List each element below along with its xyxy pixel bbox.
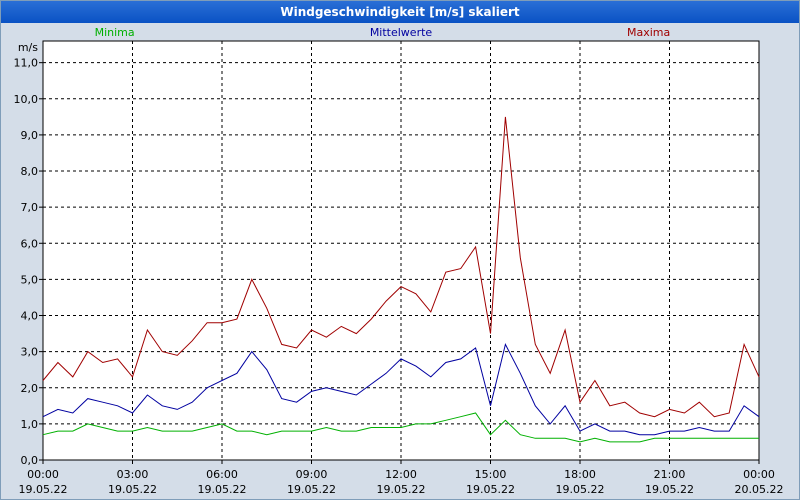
x-tick-date-label: 19.05.22 (19, 483, 68, 496)
x-tick-date-label: 19.05.22 (645, 483, 694, 496)
x-tick-date-label: 19.05.22 (556, 483, 605, 496)
y-tick-label: 1,0 (21, 418, 39, 431)
x-tick-time-label: 09:00 (296, 468, 328, 481)
y-tick-label: 5,0 (21, 273, 39, 286)
legend: Minima Mittelwerte Maxima (95, 26, 671, 39)
x-tick-time-label: 00:00 (27, 468, 59, 481)
y-axis-unit-label: m/s (18, 41, 38, 54)
x-tick-time-label: 18:00 (564, 468, 596, 481)
series-maxima (42, 116, 760, 418)
y-tick-label: 7,0 (21, 201, 39, 214)
x-tick-date-label: 19.05.22 (466, 483, 515, 496)
y-tick-label: 9,0 (21, 129, 39, 142)
y-tick-label: 6,0 (21, 237, 39, 250)
legend-mittelwerte: Mittelwerte (370, 26, 433, 39)
y-tick-label: 0,0 (21, 454, 39, 467)
x-tick-time-label: 06:00 (206, 468, 238, 481)
series-minima (42, 412, 759, 443)
tick-labels: 0,0 1,0 2,0 3,0 4,0 5,0 6,0 7,0 8,0 9,0 10,0 11,0 m/… (14, 41, 784, 496)
y-tick-label: 11,0 (14, 57, 39, 70)
series-lines (42, 116, 760, 443)
y-tick-label: 4,0 (21, 310, 39, 323)
y-tick-label: 10,0 (14, 93, 39, 106)
y-tick-label: 8,0 (21, 165, 39, 178)
legend-minima: Minima (95, 26, 135, 39)
x-tick-time-label: 15:00 (475, 468, 507, 481)
series-mittelwerte (42, 342, 760, 436)
plot-frame (42, 40, 760, 461)
x-tick-date-label: 19.05.22 (198, 483, 247, 496)
y-tick-label: 3,0 (21, 346, 39, 359)
axes (39, 40, 760, 464)
wind-speed-chart: 0,0 1,0 2,0 3,0 4,0 5,0 6,0 7,0 8,0 9,0 10,0 11,0 m/… (14, 26, 784, 496)
x-tick-date-label: 19.05.22 (377, 483, 426, 496)
grid-lines (43, 41, 759, 460)
x-tick-time-label: 12:00 (385, 468, 417, 481)
y-tick-label: 2,0 (21, 382, 39, 395)
x-tick-date-label: 19.05.22 (287, 483, 336, 496)
x-tick-time-label: 00:00 (743, 468, 775, 481)
x-tick-date-label: 19.05.22 (108, 483, 157, 496)
x-tick-time-label: 21:00 (654, 468, 686, 481)
x-tick-date-label: 20.05.22 (735, 483, 784, 496)
x-tick-time-label: 03:00 (117, 468, 149, 481)
legend-maxima: Maxima (627, 26, 670, 39)
window-title: Windgeschwindigkeit [m/s] skaliert (1, 1, 799, 23)
